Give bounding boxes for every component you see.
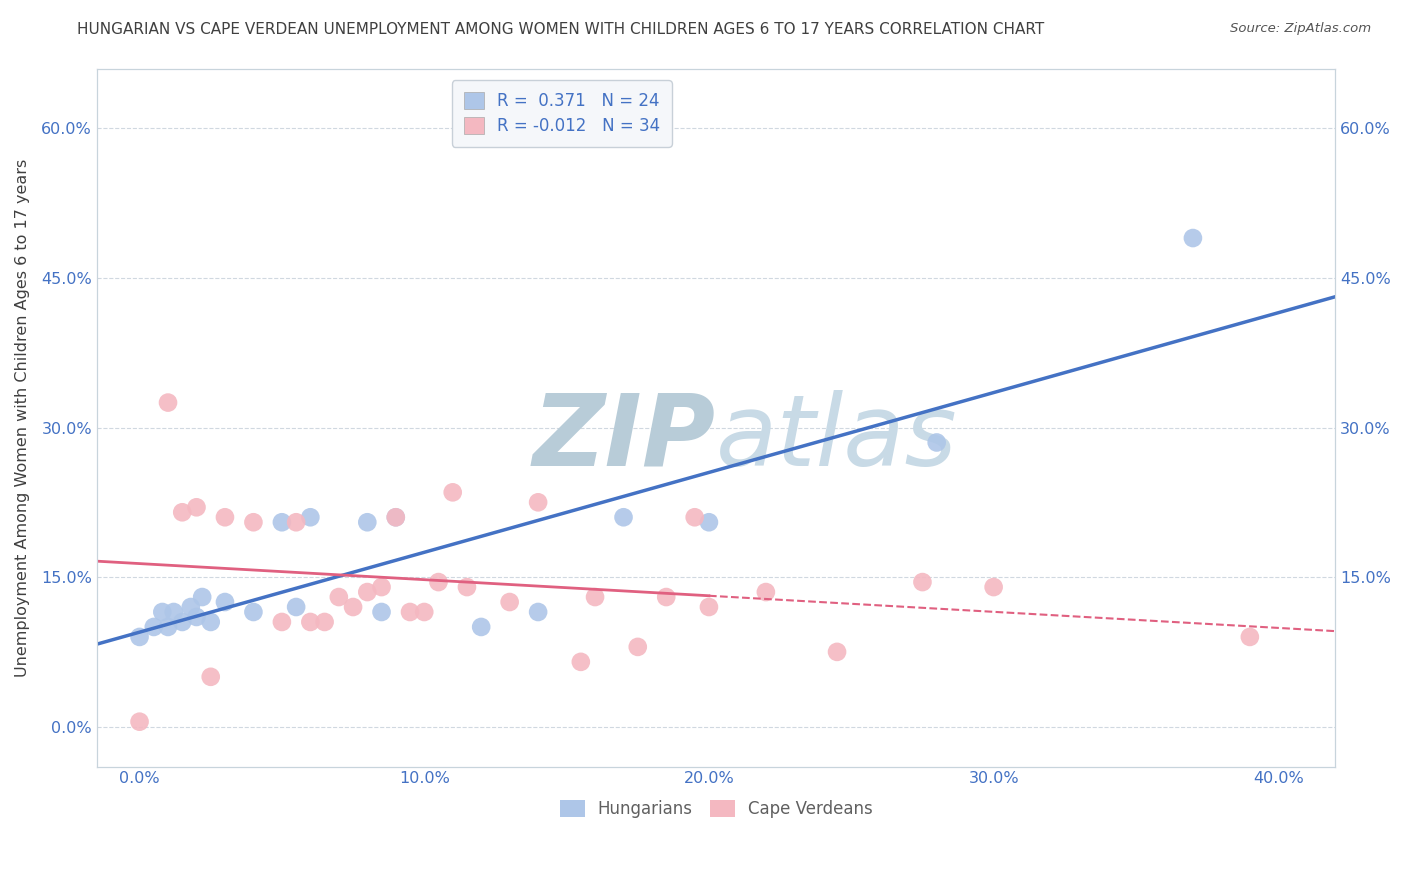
Point — [150, 605, 173, 619]
Point — [911, 575, 934, 590]
Point — [612, 510, 634, 524]
Point — [427, 575, 450, 590]
Point — [683, 510, 706, 524]
Point — [370, 605, 392, 619]
Text: Source: ZipAtlas.com: Source: ZipAtlas.com — [1230, 22, 1371, 36]
Point — [200, 615, 222, 629]
Point — [191, 590, 214, 604]
Point — [697, 600, 720, 615]
Point — [413, 605, 436, 619]
Point — [285, 600, 308, 615]
Point — [441, 485, 464, 500]
Y-axis label: Unemployment Among Women with Children Ages 6 to 17 years: Unemployment Among Women with Children A… — [15, 159, 30, 677]
Point — [583, 590, 606, 604]
Point — [983, 580, 1005, 594]
Point — [157, 395, 180, 409]
Point — [172, 615, 194, 629]
Point — [825, 645, 848, 659]
Point — [1181, 231, 1204, 245]
Point — [214, 510, 236, 524]
Text: HUNGARIAN VS CAPE VERDEAN UNEMPLOYMENT AMONG WOMEN WITH CHILDREN AGES 6 TO 17 YE: HUNGARIAN VS CAPE VERDEAN UNEMPLOYMENT A… — [77, 22, 1045, 37]
Point — [527, 495, 550, 509]
Point — [697, 515, 720, 529]
Point — [456, 580, 478, 594]
Point — [270, 615, 292, 629]
Legend: Hungarians, Cape Verdeans: Hungarians, Cape Verdeans — [553, 793, 879, 824]
Point — [186, 610, 208, 624]
Point — [342, 600, 364, 615]
Point — [527, 605, 550, 619]
Point — [314, 615, 336, 629]
Point — [285, 515, 308, 529]
Point — [172, 505, 194, 519]
Point — [186, 500, 208, 515]
Point — [925, 435, 948, 450]
Point — [470, 620, 492, 634]
Point — [370, 580, 392, 594]
Point — [755, 585, 778, 599]
Text: ZIP: ZIP — [533, 390, 716, 487]
Point — [1239, 630, 1261, 644]
Text: atlas: atlas — [716, 390, 957, 487]
Point — [214, 595, 236, 609]
Point — [328, 590, 350, 604]
Point — [356, 515, 378, 529]
Point — [498, 595, 520, 609]
Point — [128, 714, 150, 729]
Point — [242, 605, 264, 619]
Point — [627, 640, 650, 654]
Point — [655, 590, 678, 604]
Point — [142, 620, 165, 634]
Point — [200, 670, 222, 684]
Point — [569, 655, 592, 669]
Point — [270, 515, 292, 529]
Point — [128, 630, 150, 644]
Point — [399, 605, 422, 619]
Point — [163, 605, 186, 619]
Point — [384, 510, 406, 524]
Point — [299, 615, 322, 629]
Point — [384, 510, 406, 524]
Point — [242, 515, 264, 529]
Point — [157, 620, 180, 634]
Point — [299, 510, 322, 524]
Point — [356, 585, 378, 599]
Point — [180, 600, 202, 615]
